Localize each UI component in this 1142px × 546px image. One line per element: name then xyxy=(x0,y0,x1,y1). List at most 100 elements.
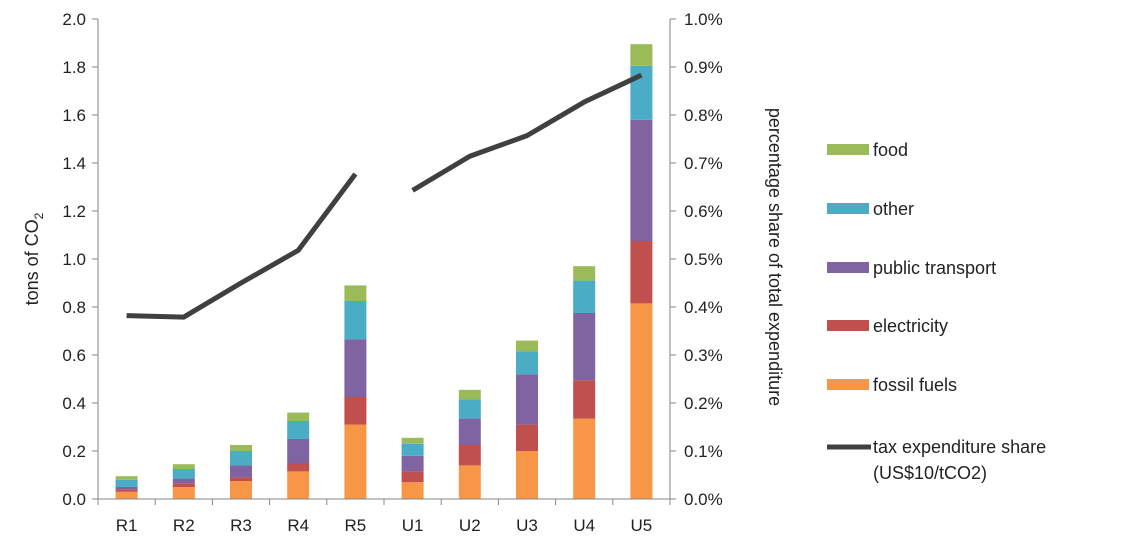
x-tick-label: R3 xyxy=(230,516,252,535)
axes-layer: 0.0 0.2 0.4 0.6 0.8 1.0 1.2 1.4 1.6 1.8 2.0 0.0% 0.1… xyxy=(22,10,785,535)
bar-public-transport-r3 xyxy=(230,465,252,478)
legend-swatch-food xyxy=(827,144,869,155)
legend-label-other: other xyxy=(873,199,914,219)
x-tick-label: U2 xyxy=(459,516,481,535)
legend-swatch-public-transport xyxy=(827,262,869,273)
bar-fossil-fuels-u3 xyxy=(516,451,538,499)
bar-other-r2 xyxy=(172,469,195,479)
x-tick-label: R2 xyxy=(173,516,195,535)
y2-tick-label: 0.4% xyxy=(684,298,723,317)
y2-tick-label: 0.9% xyxy=(684,58,723,77)
line-layer xyxy=(126,72,643,320)
y-tick-label: 1.8 xyxy=(62,58,86,77)
bar-public-transport-u1 xyxy=(401,455,424,472)
bar-other-r1 xyxy=(115,479,138,487)
bar-fossil-fuels-u4 xyxy=(573,418,596,499)
y-tick-label: 0.8 xyxy=(62,298,86,317)
bar-electricity-r3 xyxy=(230,477,252,481)
y-tick-label: 2.0 xyxy=(62,10,86,29)
legend-label-tax-share-line-2: (US$10/tCO2) xyxy=(873,463,987,483)
bar-fossil-fuels-r5 xyxy=(344,424,367,499)
bar-electricity-r5 xyxy=(344,397,367,425)
bar-food-u2 xyxy=(458,389,481,400)
x-tick-label: U3 xyxy=(516,516,538,535)
bar-other-r4 xyxy=(287,421,310,439)
bar-fossil-fuels-r1 xyxy=(115,491,138,499)
y2-tick-label: 0.5% xyxy=(684,250,723,269)
y2-tick-label: 0.2% xyxy=(684,394,723,413)
bar-public-transport-u2 xyxy=(458,418,481,445)
bar-electricity-u4 xyxy=(573,380,596,419)
legend-swatch-electricity xyxy=(827,320,869,331)
bar-other-u3 xyxy=(516,351,538,375)
y-tick-label: 0.0 xyxy=(62,490,86,509)
legend-label-tax-share-line-1: tax expenditure share xyxy=(873,437,1046,457)
y-axis-title: tons of CO2 xyxy=(22,212,46,305)
bar-electricity-u5 xyxy=(630,241,653,304)
bar-electricity-r1 xyxy=(115,489,138,492)
legend-label-food: food xyxy=(873,140,908,160)
y-tick-label: 0.4 xyxy=(62,394,86,413)
y2-tick-label: 0.3% xyxy=(684,346,723,365)
tax-share-line-segment-2 xyxy=(411,72,643,193)
x-tick-label: R4 xyxy=(287,516,309,535)
bar-food-u4 xyxy=(573,266,596,281)
y-tick-label: 1.6 xyxy=(62,106,86,125)
x-tick-label: U5 xyxy=(631,516,653,535)
bar-fossil-fuels-u5 xyxy=(630,303,653,499)
bar-other-u2 xyxy=(458,399,481,419)
y-tick-label: 1.4 xyxy=(62,154,86,173)
bar-other-r5 xyxy=(344,301,367,340)
bar-food-r4 xyxy=(287,412,310,421)
y2-tick-label: 0.0% xyxy=(684,490,723,509)
bar-public-transport-u5 xyxy=(630,119,653,241)
y2-tick-label: 0.8% xyxy=(684,106,723,125)
bar-public-transport-r5 xyxy=(344,339,367,397)
bar-other-u4 xyxy=(573,280,596,313)
bar-other-u1 xyxy=(401,443,424,456)
x-tick-label: R5 xyxy=(345,516,367,535)
bar-food-r2 xyxy=(172,464,195,469)
y2-tick-label: 1.0% xyxy=(684,10,723,29)
y-tick-label: 1.2 xyxy=(62,202,86,221)
bar-other-r3 xyxy=(230,451,252,466)
bar-electricity-u3 xyxy=(516,424,538,451)
bar-electricity-r4 xyxy=(287,463,310,472)
bar-food-r3 xyxy=(230,445,252,451)
legend-label-public-transport: public transport xyxy=(873,258,996,278)
bars-layer xyxy=(115,44,653,499)
x-tick-label: U4 xyxy=(573,516,595,535)
bar-electricity-u1 xyxy=(401,471,424,483)
x-tick-label: R1 xyxy=(116,516,138,535)
bar-electricity-u2 xyxy=(458,445,481,466)
bar-food-r1 xyxy=(115,476,138,480)
bar-fossil-fuels-u1 xyxy=(401,482,424,499)
bar-electricity-r2 xyxy=(172,483,195,487)
y2-tick-label: 0.6% xyxy=(684,202,723,221)
y2-tick-label: 0.1% xyxy=(684,442,723,461)
legend-label-fossil-fuels: fossil fuels xyxy=(873,375,957,395)
bar-food-u3 xyxy=(516,340,538,352)
bar-public-transport-u3 xyxy=(516,374,538,425)
bar-fossil-fuels-u2 xyxy=(458,465,481,499)
legend: food other public transport electricity foss… xyxy=(827,140,1046,483)
bar-public-transport-r2 xyxy=(172,478,195,484)
y-tick-label: 0.6 xyxy=(62,346,86,365)
bar-fossil-fuels-r2 xyxy=(172,487,195,499)
bar-public-transport-r4 xyxy=(287,439,310,463)
y2-tick-label: 0.7% xyxy=(684,154,723,173)
bar-other-u5 xyxy=(630,65,653,120)
bar-food-u5 xyxy=(630,44,653,66)
y-tick-label: 1.0 xyxy=(62,250,86,269)
x-tick-label: U1 xyxy=(402,516,424,535)
legend-label-electricity: electricity xyxy=(873,316,948,336)
legend-swatch-other xyxy=(827,203,869,214)
y2-axis-title: percentage share of total expenditure xyxy=(765,108,785,406)
tax-share-line-segment-1 xyxy=(126,172,358,320)
bar-fossil-fuels-r4 xyxy=(287,471,310,499)
bar-public-transport-u4 xyxy=(573,313,596,381)
bar-public-transport-r1 xyxy=(115,487,138,490)
legend-swatch-fossil-fuels xyxy=(827,379,869,390)
bar-food-u1 xyxy=(401,437,424,444)
